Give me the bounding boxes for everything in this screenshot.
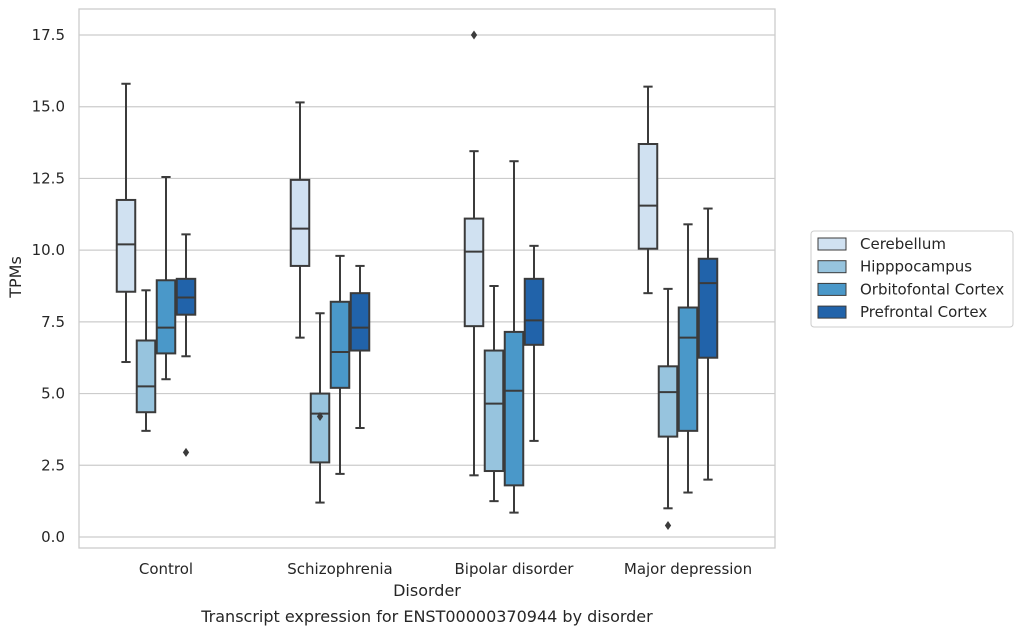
iqr-box <box>135 339 157 414</box>
box-hipppocampus-schizophrenia <box>309 312 331 504</box>
legend-swatch <box>817 237 847 251</box>
x-axis-title: Disorder <box>393 581 461 600</box>
iqr-box <box>503 330 525 487</box>
x-tick-label: Bipolar disorder <box>455 560 575 578</box>
iqr-box <box>463 217 485 328</box>
box-hipppocampus-control <box>135 289 157 432</box>
gridlines <box>79 34 775 538</box>
outlier-point <box>316 412 324 422</box>
iqr-box <box>329 300 351 389</box>
legend-swatch <box>817 305 847 319</box>
box-prefrontal-cortex-bipolar-disorder <box>523 244 545 442</box>
box-prefrontal-cortex-schizophrenia <box>349 264 371 429</box>
iqr-box <box>657 365 679 438</box>
legend: Cerebellum Hipppocampus Orbitofontal Corte… <box>810 230 1014 328</box>
outlier-point <box>664 521 672 531</box>
outlier-point <box>182 447 190 457</box>
box-orbitofontal-cortex-control <box>155 175 177 381</box>
iqr-box <box>115 198 137 293</box>
box-hipppocampus-bipolar-disorder <box>483 285 505 503</box>
iqr-box <box>309 392 331 464</box>
box-orbitofontal-cortex-bipolar-disorder <box>503 160 525 514</box>
chart-caption: Transcript expression for ENST0000037094… <box>200 607 653 626</box>
y-axis: 0.0 2.5 5.0 7.5 10.0 12.5 15.0 17.5 <box>32 26 65 546</box>
iqr-box <box>349 292 371 352</box>
legend-label: Cerebellum <box>860 235 946 253</box>
y-tick-label: 12.5 <box>32 169 65 187</box>
outlier-point <box>470 30 478 40</box>
iqr-box <box>697 257 719 359</box>
box-prefrontal-cortex-major-depression <box>697 207 719 481</box>
box-cerebellum-bipolar-disorder <box>463 30 485 477</box>
iqr-box <box>155 279 177 355</box>
y-tick-label: 7.5 <box>41 313 65 331</box>
y-axis-title: TPMs <box>6 256 25 299</box>
box-groups <box>115 30 719 531</box>
iqr-box <box>483 349 505 473</box>
y-tick-label: 17.5 <box>32 26 65 44</box>
legend-label: Prefrontal Cortex <box>860 303 987 321</box>
y-tick-label: 2.5 <box>41 456 65 474</box>
iqr-box <box>677 306 699 432</box>
y-tick-label: 15.0 <box>32 98 65 116</box>
box-prefrontal-cortex-control <box>175 233 197 457</box>
box-cerebellum-schizophrenia <box>289 101 311 339</box>
legend-swatch <box>817 282 847 296</box>
x-axis: Control Schizophrenia Bipolar disorder Majo… <box>139 560 752 578</box>
iqr-box <box>637 143 659 250</box>
box-orbitofontal-cortex-schizophrenia <box>329 254 351 475</box>
box-cerebellum-control <box>115 82 137 364</box>
y-tick-label: 5.0 <box>41 385 65 403</box>
legend-frame <box>810 230 1014 328</box>
legend-label: Hipppocampus <box>860 258 972 276</box>
x-tick-label: Schizophrenia <box>287 560 392 578</box>
iqr-box <box>523 277 545 346</box>
iqr-box <box>289 178 311 267</box>
x-tick-label: Major depression <box>624 560 752 578</box>
box-cerebellum-major-depression <box>637 85 659 295</box>
box-orbitofontal-cortex-major-depression <box>677 223 699 494</box>
y-tick-label: 0.0 <box>41 528 65 546</box>
legend-swatch <box>817 260 847 274</box>
y-tick-label: 10.0 <box>32 241 65 259</box>
box-hipppocampus-major-depression <box>657 287 679 531</box>
legend-label: Orbitofontal Cortex <box>860 280 1004 298</box>
plot-frame <box>78 8 776 549</box>
x-tick-label: Control <box>139 560 193 578</box>
